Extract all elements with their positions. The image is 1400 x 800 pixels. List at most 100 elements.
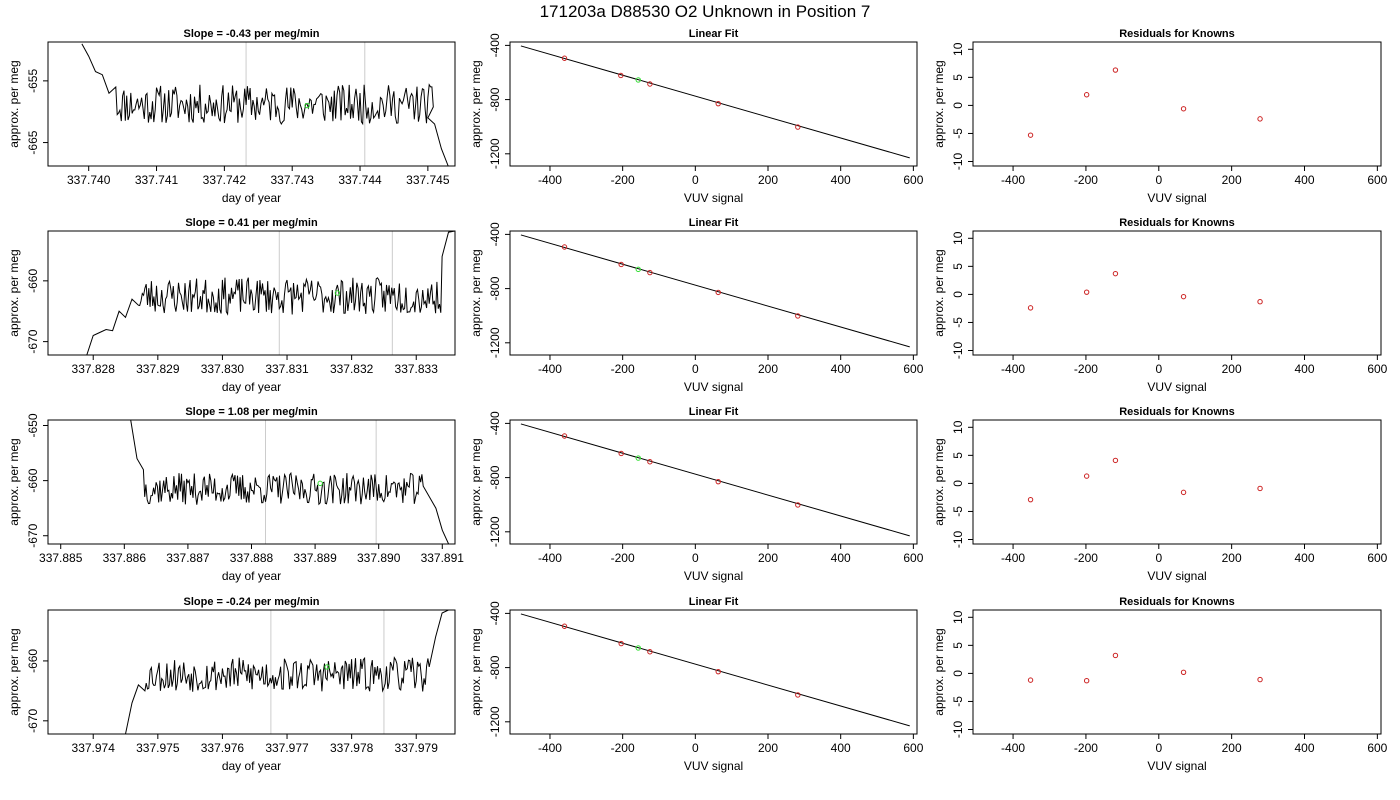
unknown-point <box>635 266 641 273</box>
unknown-point <box>317 480 323 487</box>
x-tick-label: 200 <box>758 741 778 755</box>
plot-area <box>520 423 910 537</box>
y-tick-label: -660 <box>26 468 40 492</box>
x-tick-label: 337.978 <box>330 741 374 755</box>
y-tick-label: -660 <box>26 649 40 673</box>
panels: Slope = -0.43 per meg/min day of year appr… <box>7 28 1388 773</box>
x-tick-label: 337.829 <box>136 362 180 376</box>
plot-area <box>520 613 910 727</box>
x-tick-label: 400 <box>831 741 851 755</box>
plot-frame <box>972 230 1382 356</box>
x-axis-label: day of year <box>222 380 281 394</box>
panel-fit-3: Linear Fit VUV signal approx. per meg -400 -… <box>469 406 924 583</box>
x-tick-label: -200 <box>1074 362 1098 376</box>
unknown-point <box>304 102 310 109</box>
plot-frame <box>509 609 918 735</box>
known-point <box>561 623 568 629</box>
x-tick-label: 337.886 <box>103 551 147 565</box>
y-tick-label: -1200 <box>488 706 502 737</box>
x-tick-label: 400 <box>831 362 851 376</box>
x-tick-label: 200 <box>758 173 778 187</box>
x-tick-label: 600 <box>1367 741 1387 755</box>
residual-point <box>1112 457 1119 464</box>
y-axis-label: approx. per meg <box>932 438 946 525</box>
residual-point <box>1027 496 1034 503</box>
panel-title: Linear Fit <box>689 406 739 418</box>
unknown-point <box>334 290 341 296</box>
y-tick-label: 0 <box>951 480 965 487</box>
y-tick-label: 0 <box>951 102 965 109</box>
plot-frame <box>972 609 1382 735</box>
x-tick-label: 337.888 <box>230 551 274 565</box>
known-point <box>618 450 624 457</box>
panel-title: Linear Fit <box>689 28 739 40</box>
y-tick-label: -400 <box>488 33 502 57</box>
residual-point <box>1180 489 1187 496</box>
plot-area <box>130 420 450 544</box>
signal-trace <box>130 420 450 544</box>
panel-fit-2: Linear Fit VUV signal approx. per meg -400 -… <box>469 217 924 394</box>
y-axis-label: approx. per meg <box>7 249 21 336</box>
y-axis-label: approx. per meg <box>932 628 946 715</box>
x-tick-label: -200 <box>611 362 635 376</box>
x-tick-label: 0 <box>692 551 699 565</box>
plot-area <box>1027 652 1263 684</box>
x-axis-label: day of year <box>222 191 281 205</box>
residual-point <box>1112 652 1119 659</box>
x-tick-label: 200 <box>1222 741 1242 755</box>
x-tick-label: 400 <box>831 551 851 565</box>
x-tick-label: -400 <box>538 173 562 187</box>
panel-time-3: Slope = 1.08 per meg/min day of year appro… <box>7 406 464 583</box>
figure-title: 171203a D88530 O2 Unknown in Position 7 <box>540 2 871 21</box>
panel-title: Slope = -0.43 per meg/min <box>183 28 319 40</box>
plot-area <box>1027 270 1263 311</box>
residual-point <box>1257 298 1263 305</box>
x-tick-label: 200 <box>1222 551 1242 565</box>
known-point <box>618 261 624 268</box>
panel-residuals-1: Residuals for Knowns VUV signal approx. pe… <box>932 28 1388 205</box>
x-tick-label: 337.831 <box>265 362 309 376</box>
x-tick-label: 337.887 <box>166 551 210 565</box>
plot-frame <box>509 419 918 545</box>
residual-point <box>1083 289 1090 295</box>
unknown-point <box>324 664 330 670</box>
residual-point <box>1180 106 1187 112</box>
y-tick-label: -670 <box>26 523 40 547</box>
x-tick-label: 0 <box>692 173 699 187</box>
y-tick-label: -800 <box>488 276 502 300</box>
y-tick-label: -800 <box>488 655 502 679</box>
y-tick-label: 10 <box>951 231 965 245</box>
panel-time-1: Slope = -0.43 per meg/min day of year appr… <box>7 28 456 205</box>
y-tick-label: -665 <box>26 130 40 154</box>
x-tick-label: -400 <box>1001 741 1025 755</box>
panel-title: Residuals for Knowns <box>1119 28 1235 40</box>
x-tick-label: 600 <box>903 362 923 376</box>
y-axis-label: approx. per meg <box>469 628 483 715</box>
y-tick-label: -5 <box>951 317 965 328</box>
residual-point <box>1180 669 1187 675</box>
x-tick-label: 337.885 <box>39 551 83 565</box>
x-tick-label: 600 <box>1367 551 1387 565</box>
x-tick-label: 0 <box>692 741 699 755</box>
plot-area <box>86 231 455 355</box>
y-tick-label: -5 <box>951 506 965 517</box>
x-tick-label: -400 <box>538 741 562 755</box>
plot-area <box>520 234 910 348</box>
fit-line <box>520 423 910 537</box>
x-tick-label: 337.830 <box>201 362 245 376</box>
known-point <box>618 72 624 79</box>
x-tick-label: 0 <box>1155 362 1162 376</box>
x-tick-label: 0 <box>1155 741 1162 755</box>
panel-fit-4: Linear Fit VUV signal approx. per meg -400 -… <box>469 596 924 773</box>
known-point <box>561 55 568 61</box>
y-tick-label: -1200 <box>488 516 502 547</box>
x-tick-label: -400 <box>1001 362 1025 376</box>
panel-title: Linear Fit <box>689 217 739 229</box>
y-axis-label: approx. per meg <box>932 249 946 336</box>
x-tick-label: 200 <box>1222 362 1242 376</box>
x-tick-label: -200 <box>1074 741 1098 755</box>
known-point <box>618 640 624 647</box>
x-axis-label: VUV signal <box>1147 569 1206 583</box>
unknown-point <box>635 77 641 83</box>
signal-trace <box>86 231 455 355</box>
